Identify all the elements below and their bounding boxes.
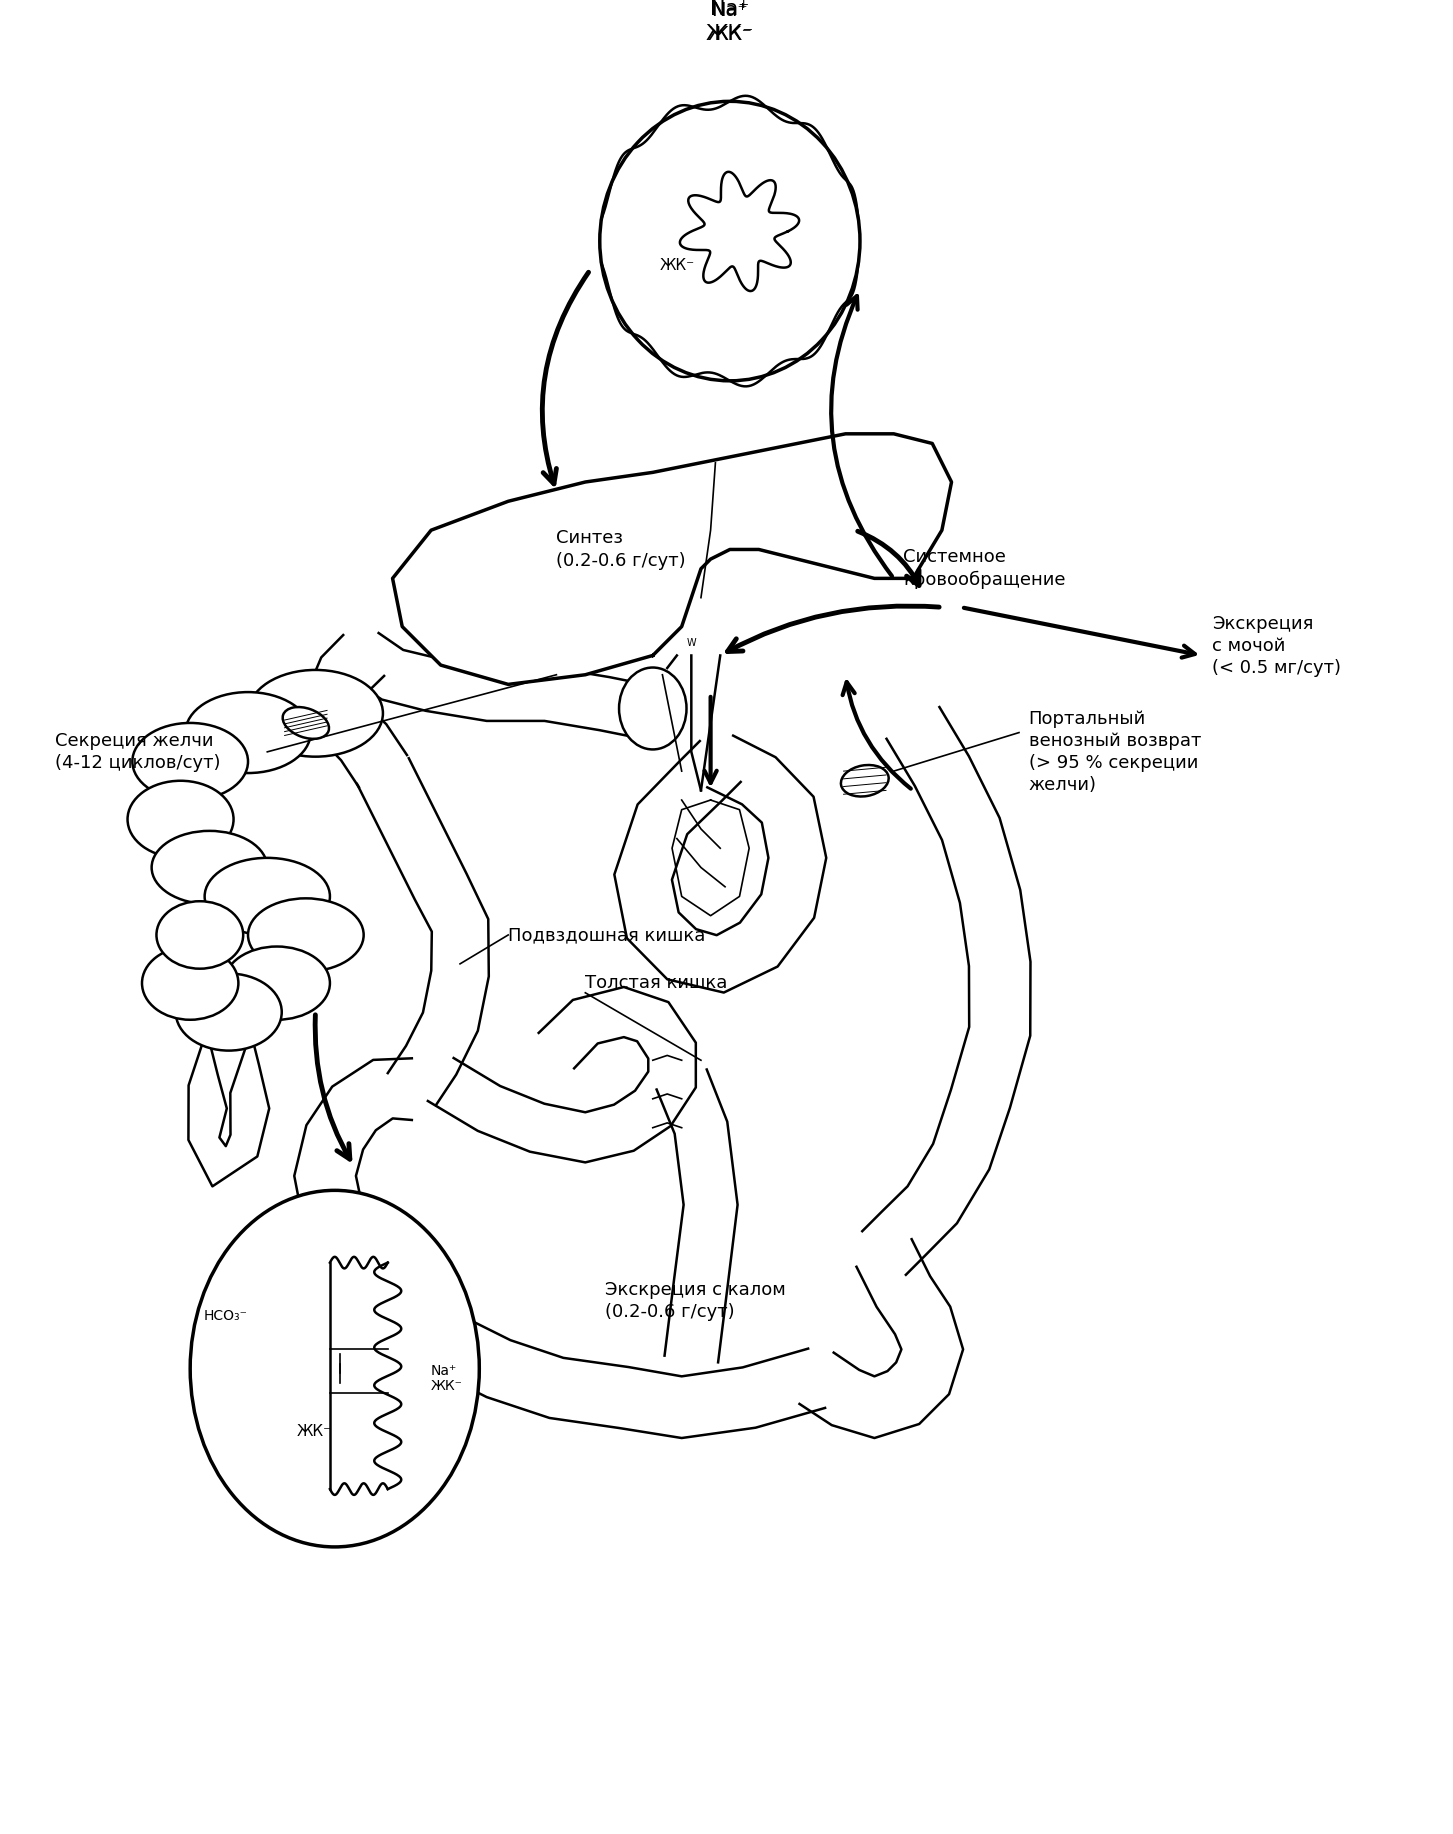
Text: Na⁺
ЖК⁻: Na⁺ ЖК⁻: [708, 2, 753, 44]
Polygon shape: [189, 1025, 269, 1187]
Polygon shape: [799, 1240, 963, 1438]
Polygon shape: [333, 1242, 825, 1438]
Text: HCO₃⁻: HCO₃⁻: [203, 1309, 248, 1322]
Polygon shape: [357, 757, 488, 1106]
Text: ЖК⁻: ЖК⁻: [296, 1423, 331, 1440]
Polygon shape: [305, 635, 407, 787]
Ellipse shape: [190, 1190, 479, 1546]
Polygon shape: [615, 735, 827, 992]
Text: Na⁺
ЖК⁻: Na⁺ ЖК⁻: [432, 1364, 464, 1392]
Text: Экскреция с калом
(0.2-0.6 г/сут): Экскреция с калом (0.2-0.6 г/сут): [604, 1282, 785, 1320]
Polygon shape: [392, 435, 952, 684]
Ellipse shape: [600, 101, 860, 381]
Polygon shape: [657, 1069, 738, 1363]
Ellipse shape: [841, 765, 889, 796]
Text: Системное
кровообращение: Системное кровообращение: [904, 548, 1067, 589]
Ellipse shape: [619, 668, 686, 750]
Text: Na⁺
ЖК⁻: Na⁺ ЖК⁻: [706, 0, 754, 44]
Polygon shape: [349, 633, 658, 739]
Text: Секреция желчи
(4-12 циклов/сут): Секреция желчи (4-12 циклов/сут): [55, 732, 221, 772]
Ellipse shape: [132, 723, 248, 800]
Ellipse shape: [157, 900, 243, 968]
Ellipse shape: [283, 708, 328, 739]
Text: Подвздошная кишка: Подвздошная кишка: [509, 926, 706, 945]
Ellipse shape: [248, 899, 363, 972]
Ellipse shape: [186, 691, 311, 774]
Text: Портальный
венозный возврат
(> 95 % секреции
желчи): Портальный венозный возврат (> 95 % секр…: [1029, 710, 1202, 794]
Text: ЖК⁻: ЖК⁻: [660, 257, 695, 273]
Ellipse shape: [176, 974, 282, 1051]
Ellipse shape: [205, 858, 330, 935]
Ellipse shape: [128, 781, 234, 858]
Text: W: W: [686, 638, 696, 647]
Text: Синтез
(0.2-0.6 г/сут): Синтез (0.2-0.6 г/сут): [556, 530, 686, 570]
Text: Экскреция
с мочой
(< 0.5 мг/сут): Экскреция с мочой (< 0.5 мг/сут): [1212, 614, 1341, 677]
Ellipse shape: [142, 946, 238, 1020]
Ellipse shape: [151, 831, 267, 904]
Text: Толстая кишка: Толстая кишка: [586, 974, 728, 992]
Ellipse shape: [248, 669, 384, 757]
Ellipse shape: [224, 946, 330, 1020]
Polygon shape: [862, 708, 1030, 1275]
Polygon shape: [427, 987, 696, 1163]
Polygon shape: [295, 1058, 411, 1276]
